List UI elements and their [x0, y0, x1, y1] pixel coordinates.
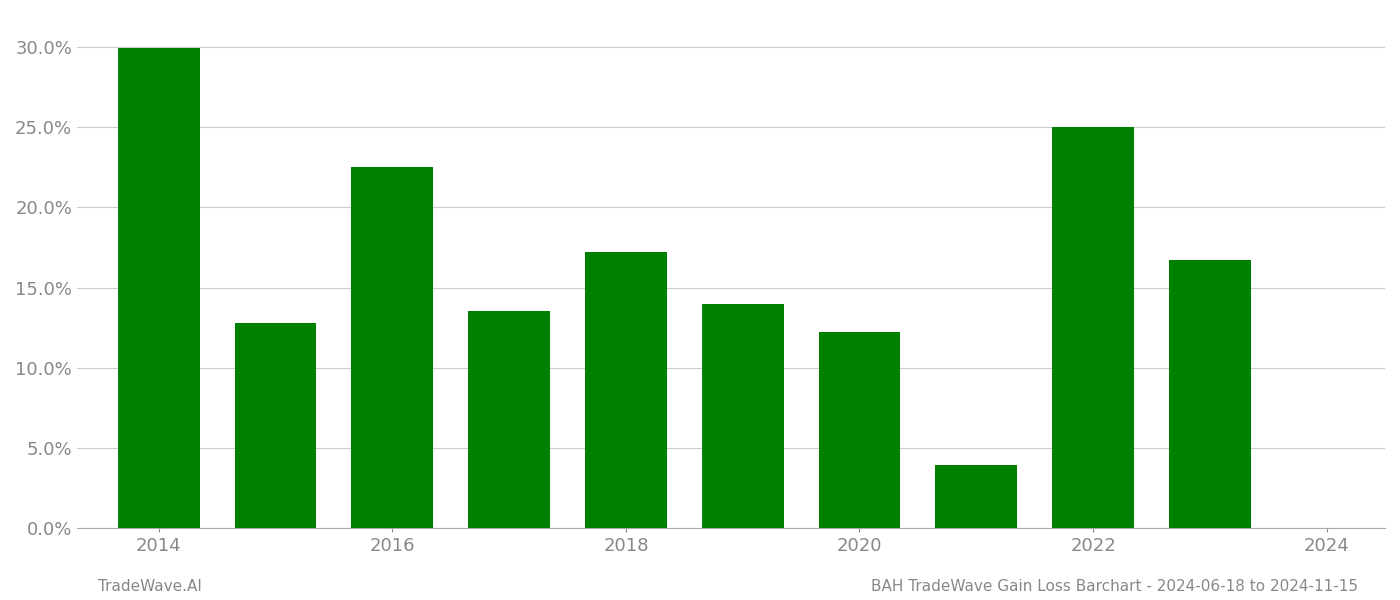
Bar	[585, 252, 666, 528]
Bar	[819, 332, 900, 528]
Text: TradeWave.AI: TradeWave.AI	[98, 579, 202, 594]
Bar	[1169, 260, 1250, 528]
Bar	[935, 464, 1018, 528]
Bar	[235, 323, 316, 528]
Bar	[468, 311, 550, 528]
Text: BAH TradeWave Gain Loss Barchart - 2024-06-18 to 2024-11-15: BAH TradeWave Gain Loss Barchart - 2024-…	[871, 579, 1358, 594]
Bar	[701, 304, 784, 528]
Bar	[118, 48, 200, 528]
Bar	[351, 167, 433, 528]
Bar	[1053, 127, 1134, 528]
